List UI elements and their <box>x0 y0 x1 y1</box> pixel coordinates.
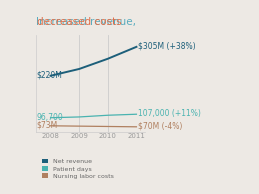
Text: $70M (-4%): $70M (-4%) <box>138 122 182 131</box>
Text: 107,000 (+11%): 107,000 (+11%) <box>138 109 201 118</box>
Text: 96,700: 96,700 <box>37 113 63 122</box>
Legend: Net revenue, Patient days, Nursing labor costs: Net revenue, Patient days, Nursing labor… <box>39 156 117 181</box>
Text: $73M: $73M <box>37 121 58 130</box>
Text: Increased revenue,: Increased revenue, <box>36 17 140 27</box>
Text: $305M (+38%): $305M (+38%) <box>138 41 196 50</box>
Text: decreased costs: decreased costs <box>37 17 121 27</box>
Text: $220M: $220M <box>37 71 63 80</box>
